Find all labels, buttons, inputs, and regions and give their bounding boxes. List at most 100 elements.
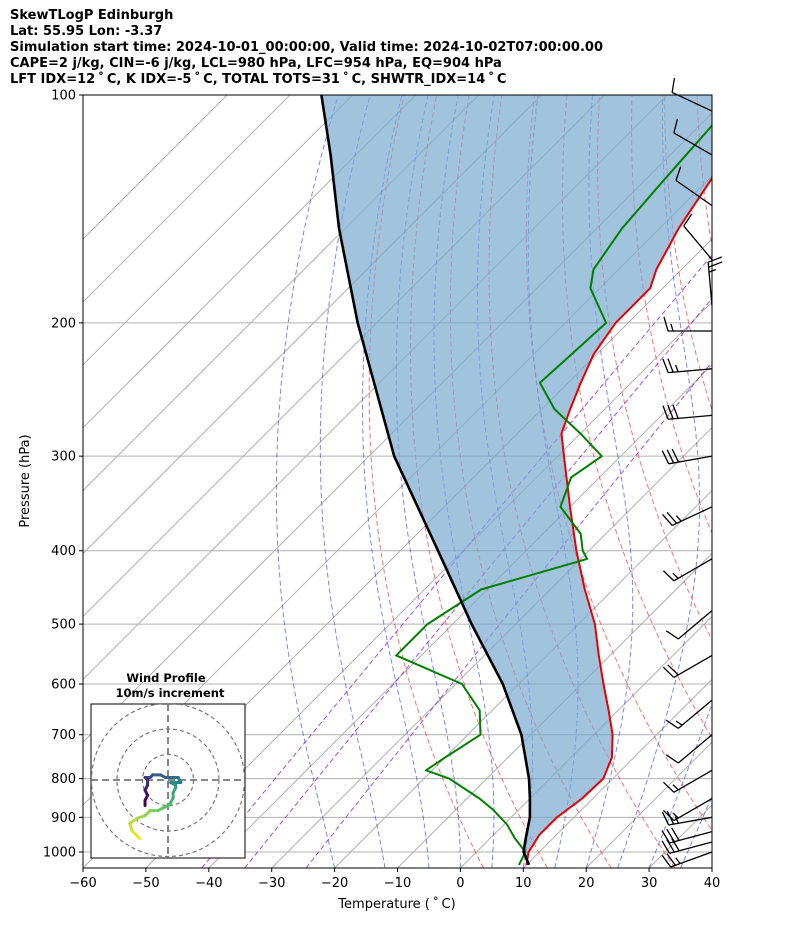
- barb-flag: [665, 630, 679, 640]
- barb-flag: [661, 830, 671, 844]
- x-tick-label: −20: [321, 876, 348, 891]
- wind-barb-970: [661, 837, 713, 854]
- isotherm--160: [83, 95, 228, 240]
- title-line-location: Lat: 55.95 Lon: -3.37: [10, 24, 163, 39]
- barb-flag: [666, 449, 675, 464]
- barb-staff: [673, 797, 713, 822]
- barb-staff: [668, 816, 713, 826]
- title-line-indices-1: CAPE=2 j/kg, CIN=-6 j/kg, LCL=980 hPa, L…: [10, 56, 502, 71]
- x-tick-label: −10: [384, 876, 411, 891]
- barb-flag: [663, 316, 669, 332]
- x-tick-label: 40: [704, 876, 721, 891]
- x-tick-label: 30: [641, 876, 658, 891]
- barb-flag: [671, 827, 680, 841]
- wind-barb-350: [662, 506, 713, 527]
- title-line-indices-2: LFT IDX=12 ˚ C, K IDX=-5 ˚ C, TOTAL TOTS…: [10, 72, 507, 87]
- y-tick-label: 800: [51, 772, 76, 787]
- x-axis-label: Temperature ( ˚ C): [337, 896, 455, 912]
- wind-barb-1000: [661, 851, 713, 868]
- y-tick-label: 500: [51, 618, 76, 633]
- barb-staff: [668, 455, 713, 465]
- title-line-time: Simulation start time: 2024-10-01_00:00:…: [10, 40, 603, 55]
- barb-half-flag: [672, 784, 679, 791]
- wind-barb-480: [665, 610, 713, 640]
- barb-staff: [668, 414, 713, 420]
- mixing-ratio-0.2: [244, 297, 712, 868]
- barb-half-flag: [672, 572, 679, 579]
- barb-flag: [666, 828, 675, 843]
- temperature-line: [525, 176, 712, 866]
- wind-barb-780: [662, 769, 713, 793]
- barb-half-flag: [675, 515, 682, 522]
- wind-barb-850: [662, 797, 713, 822]
- x-tick-label: −50: [132, 876, 159, 891]
- barb-flag: [683, 213, 693, 227]
- x-tick-label: −60: [69, 876, 96, 891]
- y-tick-label: 300: [51, 450, 76, 465]
- wind-barb-630: [665, 699, 713, 729]
- barb-flag: [671, 77, 676, 93]
- barb-flag: [662, 781, 675, 793]
- barb-half-flag: [670, 323, 674, 332]
- barb-staff: [673, 558, 713, 582]
- hodograph-segment: [128, 816, 139, 825]
- barb-flag: [662, 358, 669, 373]
- x-axis-ticks: −60 −50 −40 −30 −20 −10 0 10 20 30 40: [69, 868, 720, 891]
- wind-barb-410: [662, 558, 713, 582]
- hodograph-plot: [91, 704, 245, 858]
- barb-flag: [667, 358, 674, 373]
- barb-staff: [673, 769, 713, 793]
- barb-half-flag: [674, 816, 680, 824]
- moist-adiabat-25: [617, 95, 700, 868]
- barb-staff: [669, 841, 713, 854]
- x-tick-label: −30: [258, 876, 285, 891]
- barb-staff: [677, 699, 713, 729]
- wind-barb-550: [662, 654, 713, 678]
- barb-staff: [668, 368, 713, 374]
- dry-adiabat-373: [730, 95, 794, 868]
- barb-flag: [662, 514, 673, 526]
- barb-staff: [677, 734, 713, 764]
- wind-barb-165: [683, 213, 713, 261]
- dry-adiabat-323: [561, 95, 712, 739]
- wind-barb-140: [675, 166, 713, 207]
- wind-barb-120: [673, 118, 713, 156]
- barb-staff: [707, 262, 713, 307]
- barb-flag: [666, 511, 678, 524]
- mixing-ratio-lines: [201, 254, 712, 868]
- barb-flag: [667, 404, 674, 420]
- mixing-ratio-0.5: [305, 361, 712, 868]
- barb-flag: [661, 854, 672, 868]
- wind-barb-265: [662, 404, 713, 420]
- barb-staff: [673, 654, 713, 678]
- barb-flag: [675, 166, 682, 181]
- dry-adiabat-383: [762, 95, 794, 868]
- barb-flag: [667, 664, 679, 676]
- barb-staff: [677, 610, 713, 640]
- isotherm-10: [522, 678, 712, 868]
- wind-barb-205: [663, 316, 712, 332]
- parcel-line: [320, 95, 532, 866]
- barb-flag: [665, 754, 679, 764]
- barb-half-flag: [675, 720, 683, 726]
- mixing-ratio-0.1: [201, 254, 712, 868]
- barb-half-flag: [674, 364, 679, 373]
- isotherm--130: [83, 95, 417, 429]
- barb-flag: [672, 404, 679, 419]
- barb-flag: [661, 840, 671, 854]
- x-tick-label: −40: [195, 876, 222, 891]
- dry-adiabat-273: [368, 95, 485, 868]
- y-tick-label: 700: [51, 728, 76, 743]
- barb-flag: [707, 256, 722, 263]
- moist-adiabat--20: [275, 95, 339, 868]
- moist-adiabat-35: [680, 795, 712, 868]
- barb-flag: [662, 809, 675, 822]
- barb-flag: [665, 719, 679, 729]
- isotherm--40: [208, 364, 712, 868]
- hodograph-subtitle: 10m/s increment: [116, 686, 225, 700]
- y-tick-label: 400: [51, 544, 76, 559]
- barb-staff: [675, 179, 713, 207]
- y-tick-label: 200: [51, 316, 76, 331]
- hodograph-inset: Wind Profile 10m/s increment: [90, 671, 246, 859]
- hodograph-title: Wind Profile: [126, 671, 206, 685]
